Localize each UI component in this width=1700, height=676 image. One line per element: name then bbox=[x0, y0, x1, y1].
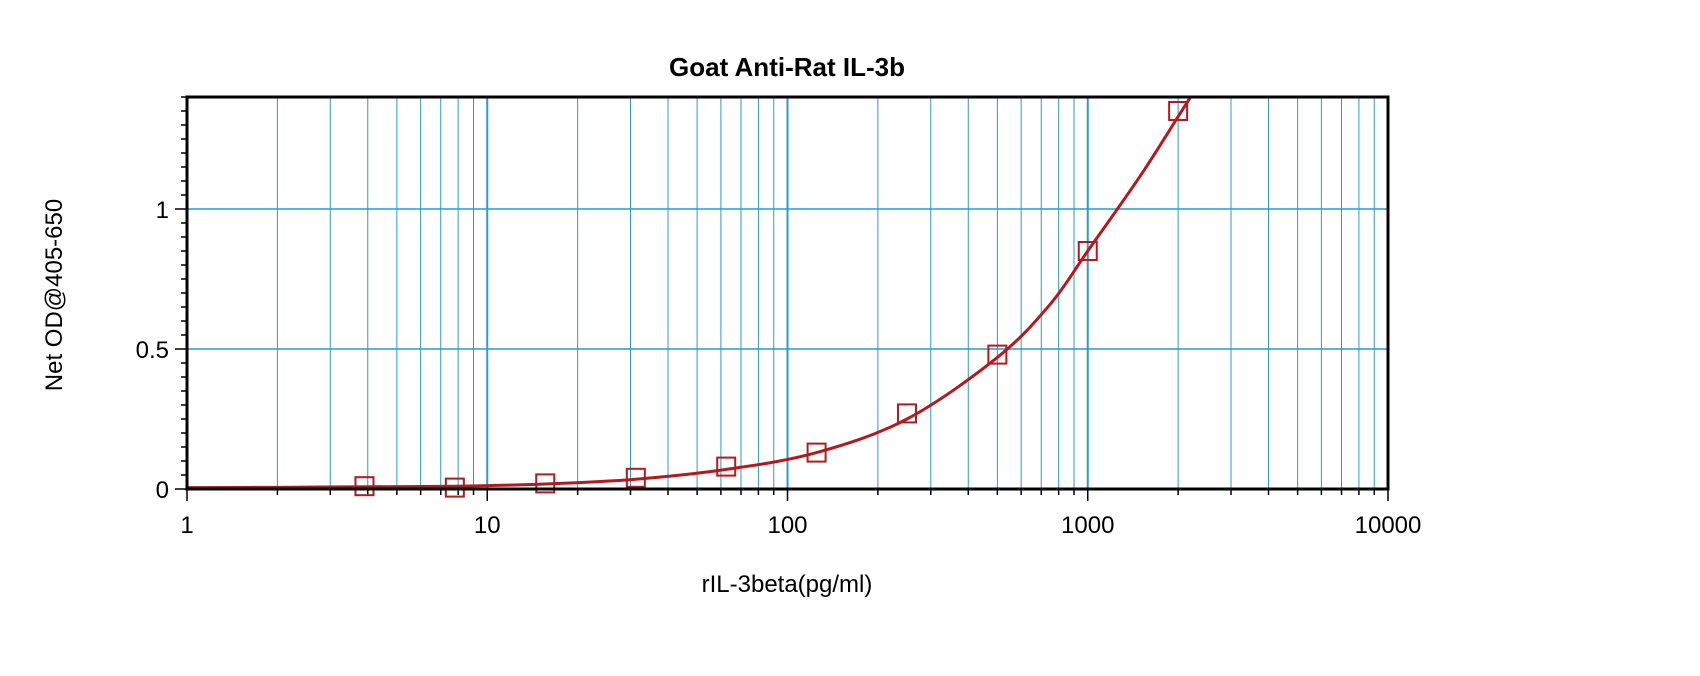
y-tick-label: 1 bbox=[156, 197, 169, 224]
data-point-marker bbox=[987, 344, 1008, 365]
tick-labels: 1 10 100 1000 10000 0 0.5 1 bbox=[136, 197, 1422, 539]
data-point-marker bbox=[806, 442, 827, 463]
x-tick-label: 10000 bbox=[1355, 512, 1422, 539]
x-tick-label: 100 bbox=[767, 512, 807, 539]
data-point-marker bbox=[1168, 101, 1189, 121]
data-point-marker bbox=[896, 403, 917, 424]
data-point-marker bbox=[535, 473, 556, 494]
data-point-marker bbox=[354, 476, 375, 497]
data-point-marker bbox=[1077, 241, 1098, 261]
grid bbox=[187, 97, 1388, 489]
data-point-marker bbox=[716, 456, 737, 477]
x-tick-label: 10 bbox=[474, 512, 501, 539]
y-tick-label: 0.5 bbox=[136, 337, 169, 364]
y-tick-label: 0 bbox=[156, 477, 169, 504]
y-axis-label: Net OD@405-650 bbox=[41, 199, 68, 391]
chart-title: Goat Anti-Rat IL-3b bbox=[669, 52, 905, 82]
data-point-marker bbox=[625, 467, 646, 488]
x-tick-label: 1000 bbox=[1061, 512, 1114, 539]
x-tick-label: 1 bbox=[180, 512, 193, 539]
plot-frame bbox=[185, 95, 1390, 491]
x-axis-label: rIL-3beta(pg/ml) bbox=[702, 571, 873, 598]
